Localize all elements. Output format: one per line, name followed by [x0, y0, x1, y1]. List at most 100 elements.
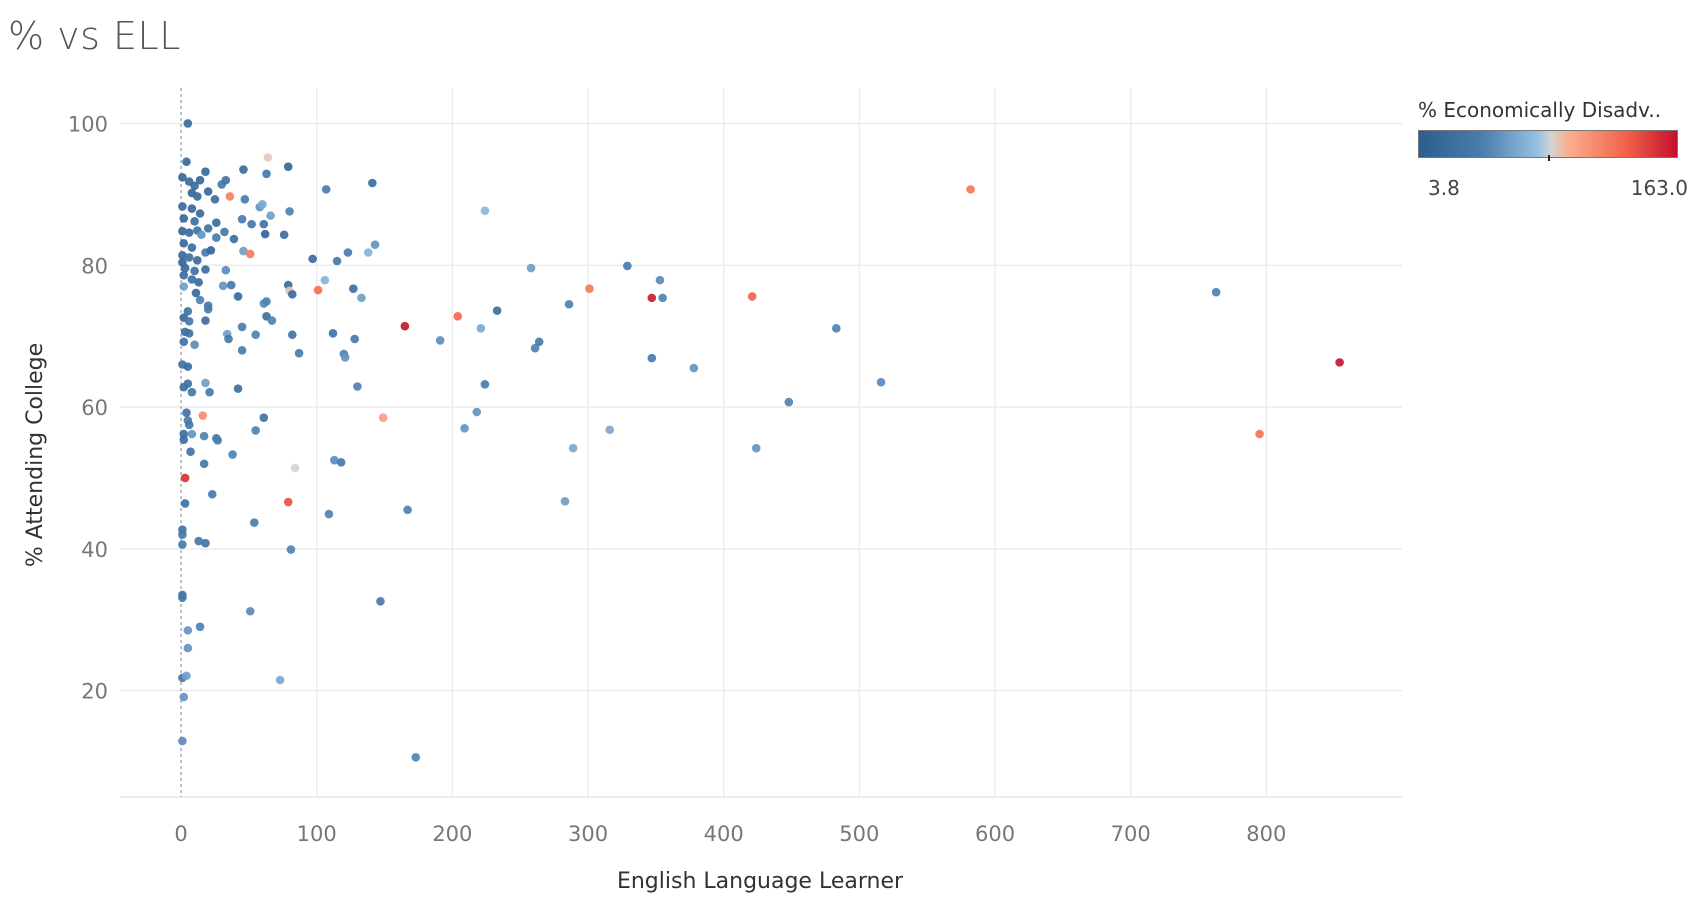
data-point[interactable]	[324, 509, 334, 519]
data-point[interactable]	[285, 207, 294, 216]
data-point[interactable]	[199, 459, 209, 469]
data-point[interactable]	[480, 206, 490, 215]
data-point[interactable]	[259, 413, 269, 422]
data-point[interactable]	[328, 329, 338, 338]
data-point[interactable]	[180, 473, 190, 483]
data-point[interactable]	[203, 224, 213, 233]
data-point[interactable]	[1255, 429, 1264, 439]
data-point[interactable]	[203, 304, 213, 314]
data-point[interactable]	[198, 411, 208, 420]
data-point[interactable]	[1335, 358, 1344, 367]
data-point[interactable]	[205, 387, 214, 397]
data-point[interactable]	[287, 330, 297, 340]
data-point[interactable]	[201, 378, 210, 388]
data-point[interactable]	[203, 187, 213, 196]
data-point[interactable]	[350, 334, 359, 344]
data-point[interactable]	[187, 387, 197, 397]
data-point[interactable]	[480, 380, 490, 389]
data-point[interactable]	[251, 330, 260, 340]
data-point[interactable]	[179, 337, 189, 347]
data-point[interactable]	[275, 675, 285, 685]
data-point[interactable]	[179, 214, 189, 223]
data-point[interactable]	[349, 284, 358, 293]
data-point[interactable]	[250, 518, 259, 527]
data-point[interactable]	[224, 334, 233, 344]
data-point[interactable]	[183, 307, 193, 316]
data-point[interactable]	[568, 443, 578, 453]
data-point[interactable]	[207, 489, 217, 499]
data-point[interactable]	[689, 363, 699, 373]
data-point[interactable]	[183, 119, 193, 128]
data-point[interactable]	[290, 463, 300, 473]
data-point[interactable]	[237, 214, 247, 224]
data-point[interactable]	[184, 316, 194, 326]
data-point[interactable]	[647, 353, 657, 363]
data-point[interactable]	[658, 293, 667, 303]
data-point[interactable]	[184, 329, 194, 338]
data-point[interactable]	[184, 420, 194, 430]
data-point[interactable]	[221, 175, 231, 185]
data-point[interactable]	[526, 263, 536, 273]
data-point[interactable]	[187, 429, 197, 439]
data-point[interactable]	[340, 353, 350, 362]
data-point[interactable]	[403, 505, 412, 515]
data-point[interactable]	[178, 173, 187, 182]
data-point[interactable]	[194, 536, 203, 546]
data-point[interactable]	[313, 285, 323, 295]
data-point[interactable]	[240, 195, 250, 204]
data-point[interactable]	[263, 153, 273, 162]
data-point[interactable]	[460, 424, 469, 433]
data-point[interactable]	[260, 229, 270, 239]
data-point[interactable]	[233, 292, 243, 301]
data-point[interactable]	[178, 251, 187, 260]
data-point[interactable]	[530, 343, 540, 353]
data-point[interactable]	[190, 340, 199, 349]
data-point[interactable]	[206, 246, 216, 255]
data-point[interactable]	[259, 219, 269, 229]
data-point[interactable]	[179, 692, 189, 702]
data-point[interactable]	[187, 243, 197, 252]
data-point[interactable]	[336, 458, 346, 467]
data-point[interactable]	[178, 226, 187, 236]
data-point[interactable]	[267, 316, 277, 325]
data-point[interactable]	[228, 450, 237, 459]
data-point[interactable]	[784, 397, 794, 407]
data-point[interactable]	[287, 290, 297, 299]
data-point[interactable]	[308, 254, 317, 264]
data-point[interactable]	[213, 436, 222, 445]
data-point[interactable]	[239, 165, 248, 174]
data-point[interactable]	[831, 324, 841, 333]
data-point[interactable]	[179, 282, 189, 291]
data-point[interactable]	[321, 185, 331, 194]
data-point[interactable]	[747, 292, 757, 301]
data-point[interactable]	[262, 297, 271, 306]
data-point[interactable]	[368, 178, 377, 188]
data-point[interactable]	[330, 455, 339, 465]
data-point[interactable]	[179, 238, 189, 248]
data-point[interactable]	[623, 261, 632, 271]
data-point[interactable]	[221, 265, 231, 275]
data-point[interactable]	[283, 497, 293, 507]
data-point[interactable]	[184, 228, 194, 237]
data-point[interactable]	[187, 204, 197, 213]
data-point[interactable]	[180, 499, 190, 508]
data-point[interactable]	[182, 408, 191, 418]
data-point[interactable]	[178, 202, 187, 211]
data-point[interactable]	[190, 266, 199, 276]
data-point[interactable]	[220, 227, 229, 237]
data-point[interactable]	[187, 275, 197, 284]
data-point[interactable]	[472, 407, 482, 417]
data-point[interactable]	[247, 219, 256, 229]
data-point[interactable]	[183, 643, 193, 653]
data-point[interactable]	[178, 530, 187, 539]
data-point[interactable]	[411, 752, 421, 762]
data-point[interactable]	[357, 293, 366, 303]
data-point[interactable]	[435, 336, 445, 345]
data-point[interactable]	[178, 593, 187, 603]
data-point[interactable]	[237, 346, 247, 355]
data-point[interactable]	[492, 306, 502, 315]
data-point[interactable]	[201, 316, 210, 325]
data-point[interactable]	[178, 540, 187, 549]
data-point[interactable]	[179, 435, 189, 444]
data-point[interactable]	[201, 265, 210, 274]
